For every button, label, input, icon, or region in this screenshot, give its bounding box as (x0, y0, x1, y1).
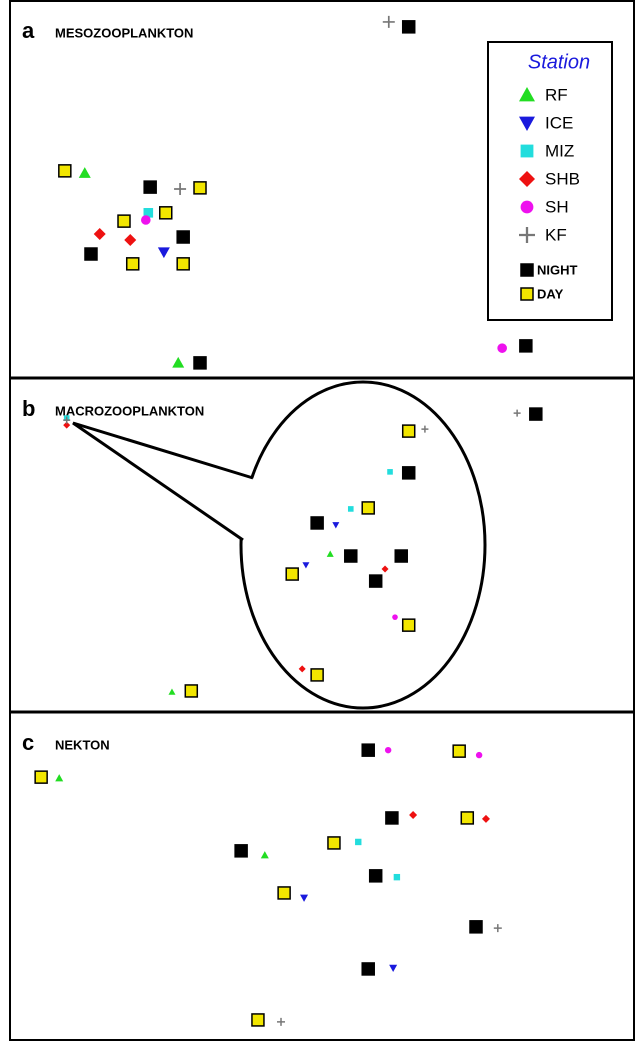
panel-label: c (22, 730, 34, 755)
marker (159, 206, 173, 220)
marker (401, 618, 416, 632)
marker (409, 810, 418, 819)
marker (387, 469, 393, 475)
marker (117, 214, 131, 228)
marker (302, 562, 310, 569)
marker (176, 257, 190, 271)
marker (125, 257, 140, 271)
marker (174, 183, 187, 195)
marker (385, 811, 399, 825)
marker (361, 743, 375, 757)
marker (184, 684, 199, 698)
marker (84, 247, 98, 261)
legend-title: Station (528, 51, 590, 73)
panel-title: NEKTON (55, 737, 110, 752)
legend-label: DAY (537, 286, 564, 301)
marker (310, 516, 324, 530)
panel-title: MACROZOOPLANKTON (55, 403, 204, 418)
marker (421, 425, 429, 433)
marker (368, 869, 383, 883)
marker (78, 167, 91, 178)
marker (347, 506, 354, 512)
legend-marker (519, 227, 535, 243)
marker (157, 247, 170, 259)
marker (34, 770, 48, 784)
callout-outline (72, 421, 254, 542)
marker (251, 1013, 265, 1027)
marker (63, 421, 71, 429)
marker (124, 234, 137, 247)
marker (493, 924, 502, 933)
marker (389, 964, 398, 972)
legend-label: KF (545, 225, 567, 244)
marker (326, 550, 334, 557)
legend-marker (519, 87, 535, 102)
legend-marker (519, 116, 535, 131)
legend-marker (519, 171, 535, 187)
panel-title: MESOZOOPLANKTON (55, 25, 193, 40)
marker (193, 356, 207, 370)
marker (260, 851, 269, 859)
legend-marker (520, 144, 534, 158)
legend-marker (520, 287, 534, 301)
marker (381, 565, 389, 573)
marker (401, 466, 416, 480)
panel-label: a (22, 18, 35, 43)
marker (361, 962, 375, 976)
marker (382, 15, 395, 28)
legend-label: NIGHT (537, 262, 578, 277)
marker (172, 356, 185, 368)
marker (401, 20, 416, 34)
marker (93, 227, 106, 240)
marker (460, 811, 475, 825)
marker (277, 886, 291, 900)
marker (193, 181, 207, 195)
marker (298, 665, 306, 673)
marker (234, 844, 248, 858)
marker (168, 688, 176, 695)
marker (176, 230, 190, 244)
marker (143, 208, 154, 218)
marker (384, 746, 392, 754)
marker (344, 549, 358, 563)
legend-label: MIZ (545, 141, 574, 160)
marker (513, 409, 521, 417)
marker (393, 873, 401, 881)
callout-fill (73, 423, 270, 540)
marker (141, 215, 151, 225)
marker (355, 838, 362, 846)
marker (300, 894, 309, 902)
marker (469, 920, 483, 934)
marker (310, 668, 324, 682)
marker (58, 164, 72, 178)
legend-box (487, 41, 613, 321)
marker (63, 416, 71, 424)
marker (519, 339, 533, 353)
marker (481, 814, 490, 823)
legend-label: ICE (545, 113, 573, 132)
zoom-ellipse (239, 380, 487, 710)
marker (394, 549, 408, 563)
legend-label: SHB (545, 169, 580, 188)
marker (285, 567, 299, 581)
legend-label: RF (545, 85, 568, 104)
marker (497, 343, 507, 353)
marker (327, 836, 341, 850)
marker (332, 522, 340, 529)
legend-label: SH (545, 197, 569, 216)
panel-label: b (22, 396, 35, 421)
marker (452, 744, 466, 758)
marker (401, 424, 416, 438)
marker (361, 501, 375, 515)
legend-marker (520, 263, 534, 277)
marker (277, 1017, 286, 1026)
marker (368, 574, 383, 588)
marker (392, 614, 398, 620)
marker (529, 407, 543, 421)
marker (475, 751, 483, 759)
legend-marker (520, 200, 534, 214)
marker (143, 180, 157, 194)
marker (55, 774, 64, 782)
